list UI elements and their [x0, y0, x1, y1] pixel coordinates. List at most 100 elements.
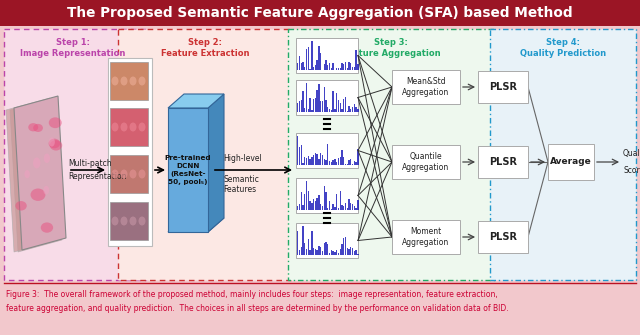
FancyBboxPatch shape [327, 244, 328, 255]
FancyBboxPatch shape [325, 192, 326, 210]
Ellipse shape [111, 123, 118, 132]
FancyBboxPatch shape [329, 201, 330, 210]
FancyBboxPatch shape [334, 109, 335, 112]
Ellipse shape [138, 76, 145, 85]
FancyBboxPatch shape [309, 159, 311, 165]
FancyBboxPatch shape [318, 246, 319, 255]
FancyBboxPatch shape [329, 63, 330, 70]
FancyBboxPatch shape [350, 109, 351, 112]
FancyBboxPatch shape [355, 50, 356, 70]
FancyBboxPatch shape [348, 199, 349, 210]
FancyBboxPatch shape [338, 158, 339, 165]
FancyBboxPatch shape [325, 100, 326, 112]
FancyBboxPatch shape [110, 62, 148, 100]
FancyBboxPatch shape [347, 68, 348, 70]
FancyBboxPatch shape [324, 243, 325, 255]
FancyBboxPatch shape [345, 97, 346, 112]
Ellipse shape [49, 117, 61, 128]
FancyBboxPatch shape [315, 249, 316, 255]
Ellipse shape [120, 123, 127, 132]
Polygon shape [10, 98, 62, 252]
FancyBboxPatch shape [320, 247, 321, 255]
FancyBboxPatch shape [311, 110, 312, 112]
FancyBboxPatch shape [311, 231, 312, 255]
FancyBboxPatch shape [357, 254, 358, 255]
FancyBboxPatch shape [296, 38, 358, 73]
FancyBboxPatch shape [338, 68, 339, 70]
FancyBboxPatch shape [347, 248, 348, 255]
FancyBboxPatch shape [332, 160, 333, 165]
FancyBboxPatch shape [354, 206, 355, 210]
FancyBboxPatch shape [478, 146, 528, 178]
FancyBboxPatch shape [350, 247, 351, 255]
FancyBboxPatch shape [341, 245, 342, 255]
Ellipse shape [49, 137, 55, 146]
FancyBboxPatch shape [354, 161, 355, 165]
FancyBboxPatch shape [336, 250, 337, 255]
FancyBboxPatch shape [329, 161, 330, 165]
FancyBboxPatch shape [338, 100, 339, 112]
FancyBboxPatch shape [110, 108, 148, 146]
FancyBboxPatch shape [309, 250, 311, 255]
FancyBboxPatch shape [320, 153, 321, 165]
Ellipse shape [120, 76, 127, 85]
FancyBboxPatch shape [355, 107, 356, 112]
FancyBboxPatch shape [306, 83, 307, 112]
FancyBboxPatch shape [347, 164, 348, 165]
FancyBboxPatch shape [299, 250, 300, 255]
FancyBboxPatch shape [327, 144, 328, 165]
FancyBboxPatch shape [301, 145, 302, 165]
FancyBboxPatch shape [343, 157, 344, 165]
FancyBboxPatch shape [357, 64, 358, 70]
Text: Moment
Aggregation: Moment Aggregation [403, 227, 450, 247]
FancyBboxPatch shape [311, 157, 312, 165]
Ellipse shape [129, 216, 136, 225]
FancyBboxPatch shape [299, 101, 300, 112]
FancyBboxPatch shape [478, 221, 528, 253]
FancyBboxPatch shape [306, 181, 307, 210]
Text: Semantic
Features: Semantic Features [223, 175, 259, 194]
Text: PLSR: PLSR [489, 82, 517, 92]
FancyBboxPatch shape [301, 63, 302, 70]
Ellipse shape [120, 170, 127, 179]
Text: Pre-trained
DCNN
(ResNet-
50, pool₅): Pre-trained DCNN (ResNet- 50, pool₅) [164, 155, 211, 185]
Ellipse shape [33, 124, 43, 132]
Bar [0, 0, 640, 26]
FancyBboxPatch shape [304, 109, 305, 112]
FancyBboxPatch shape [348, 106, 349, 112]
FancyBboxPatch shape [297, 63, 298, 70]
Polygon shape [6, 98, 58, 252]
FancyBboxPatch shape [317, 154, 318, 165]
Ellipse shape [15, 201, 27, 210]
FancyBboxPatch shape [318, 84, 319, 112]
FancyBboxPatch shape [343, 99, 344, 112]
FancyBboxPatch shape [320, 101, 321, 112]
FancyBboxPatch shape [317, 251, 318, 255]
FancyBboxPatch shape [338, 208, 339, 210]
FancyBboxPatch shape [343, 238, 344, 255]
FancyBboxPatch shape [354, 67, 355, 70]
FancyBboxPatch shape [327, 65, 328, 70]
FancyBboxPatch shape [352, 164, 353, 165]
FancyBboxPatch shape [309, 69, 311, 70]
FancyBboxPatch shape [296, 80, 358, 115]
FancyBboxPatch shape [325, 242, 326, 255]
Ellipse shape [50, 140, 62, 150]
FancyBboxPatch shape [332, 91, 333, 112]
FancyBboxPatch shape [339, 249, 341, 255]
FancyBboxPatch shape [329, 253, 330, 255]
FancyBboxPatch shape [347, 208, 348, 210]
FancyBboxPatch shape [339, 191, 341, 210]
Ellipse shape [111, 216, 118, 225]
Ellipse shape [33, 157, 40, 169]
FancyBboxPatch shape [318, 195, 319, 210]
FancyBboxPatch shape [297, 231, 298, 255]
Text: Score: Score [623, 166, 640, 175]
Ellipse shape [41, 222, 53, 233]
FancyBboxPatch shape [331, 68, 332, 70]
FancyBboxPatch shape [350, 203, 351, 210]
FancyBboxPatch shape [322, 206, 323, 210]
FancyBboxPatch shape [308, 191, 309, 210]
FancyBboxPatch shape [334, 207, 335, 210]
FancyBboxPatch shape [308, 239, 309, 255]
